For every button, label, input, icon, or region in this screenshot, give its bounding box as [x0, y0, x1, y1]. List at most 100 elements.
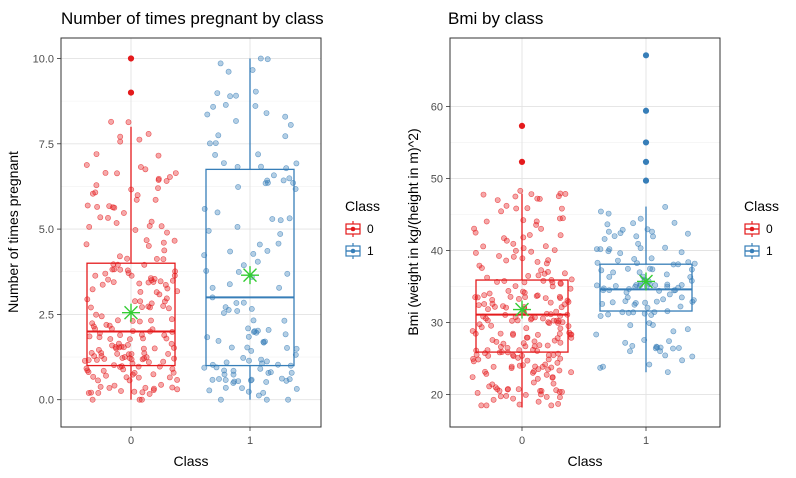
- jitter-point: [140, 345, 147, 352]
- y-tick-label: 0.0: [39, 395, 54, 407]
- jitter-point: [501, 278, 508, 284]
- jitter-point: [234, 163, 241, 170]
- jitter-point: [166, 374, 173, 381]
- jitter-point: [505, 386, 511, 392]
- jitter-point: [520, 340, 527, 347]
- jitter-point: [119, 355, 126, 361]
- jitter-point: [530, 379, 537, 386]
- jitter-point: [540, 277, 547, 284]
- jitter-point: [646, 361, 653, 368]
- jitter-point: [171, 237, 178, 244]
- jitter-point: [533, 218, 540, 225]
- jitter-point: [535, 331, 541, 338]
- jitter-point: [644, 304, 651, 311]
- jitter-point: [512, 283, 519, 289]
- jitter-point: [530, 369, 536, 376]
- jitter-point: [536, 342, 543, 349]
- jitter-point: [505, 287, 512, 294]
- x-axis-label: Class: [567, 453, 602, 469]
- jitter-point: [507, 293, 514, 300]
- jitter-point: [664, 369, 671, 375]
- jitter-point: [490, 363, 497, 370]
- jitter-point: [290, 179, 296, 186]
- jitter-point: [516, 401, 523, 408]
- jitter-point: [522, 294, 528, 300]
- jitter-point: [509, 317, 515, 324]
- jitter-point: [226, 281, 233, 288]
- jitter-point: [95, 377, 101, 384]
- jitter-point: [497, 393, 504, 400]
- jitter-point: [293, 160, 300, 167]
- jitter-point: [116, 340, 122, 347]
- plot-background: [450, 38, 720, 427]
- jitter-point: [478, 324, 485, 331]
- panel-1: 0.0 2.5 5.0 7.5 10.0 0 1 Number of times pregna…: [5, 9, 380, 469]
- jitter-point: [503, 202, 510, 209]
- jitter-point: [100, 367, 107, 374]
- jitter-point: [158, 381, 164, 388]
- jitter-point: [568, 334, 575, 341]
- jitter-point: [481, 292, 488, 299]
- jitter-point: [649, 228, 655, 235]
- jitter-point: [615, 257, 621, 264]
- jitter-point: [597, 313, 604, 319]
- jitter-point: [222, 102, 229, 108]
- jitter-point: [542, 243, 549, 250]
- jitter-point: [227, 93, 233, 100]
- jitter-point: [535, 398, 542, 405]
- jitter-point: [557, 339, 564, 346]
- jitter-point: [117, 133, 124, 140]
- jitter-point: [171, 355, 177, 362]
- jitter-point: [492, 384, 499, 391]
- jitter-point: [514, 317, 521, 324]
- jitter-point: [264, 247, 271, 254]
- jitter-point: [503, 304, 509, 311]
- jitter-point: [108, 118, 114, 125]
- jitter-point: [630, 220, 636, 227]
- jitter-point: [483, 402, 490, 409]
- jitter-point: [99, 281, 106, 288]
- jitter-point: [516, 295, 522, 302]
- jitter-point: [476, 262, 483, 269]
- jitter-point: [559, 205, 565, 212]
- jitter-point: [137, 298, 144, 305]
- y-tick-label: 40: [431, 246, 443, 258]
- jitter-point: [103, 321, 110, 328]
- jitter-point: [264, 56, 271, 63]
- jitter-point: [160, 358, 167, 365]
- jitter-point: [136, 396, 143, 403]
- jitter-point: [258, 356, 264, 363]
- jitter-point: [103, 372, 109, 379]
- panel-2: 20 30 40 50 60 0 1 Bmi by class Class Bmi (weight…: [405, 9, 779, 469]
- jitter-point: [263, 358, 270, 365]
- jitter-point: [557, 325, 564, 332]
- jitter-point: [97, 383, 104, 390]
- jitter-point: [538, 387, 545, 394]
- jitter-point: [476, 321, 483, 328]
- jitter-point: [617, 230, 624, 236]
- jitter-point: [550, 380, 557, 387]
- jitter-point: [531, 338, 538, 345]
- jitter-point: [568, 369, 574, 376]
- jitter-point: [486, 290, 493, 297]
- jitter-point: [568, 276, 575, 283]
- outlier-point: [127, 89, 135, 96]
- jitter-point: [652, 282, 659, 289]
- jitter-point: [220, 160, 227, 166]
- jitter-point: [622, 339, 629, 346]
- jitter-point: [504, 344, 511, 351]
- jitter-point: [670, 328, 677, 335]
- jitter-point: [113, 220, 120, 226]
- legend-key-point: [749, 248, 755, 254]
- jitter-point: [89, 396, 96, 403]
- jitter-point: [483, 218, 490, 225]
- jitter-point: [606, 273, 613, 280]
- jitter-point: [93, 151, 100, 157]
- jitter-point: [503, 237, 510, 244]
- jitter-point: [169, 384, 176, 391]
- jitter-point: [139, 389, 146, 396]
- jitter-point: [533, 221, 539, 228]
- jitter-point: [510, 331, 516, 338]
- jitter-point: [120, 344, 127, 351]
- jitter-point: [262, 180, 269, 187]
